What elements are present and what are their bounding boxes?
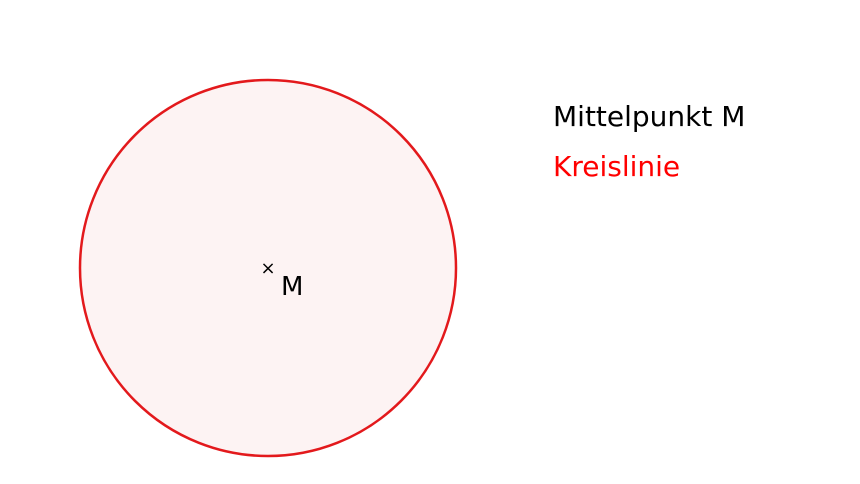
center-point-marker: ×: [260, 258, 275, 279]
circle-line: [78, 78, 458, 458]
center-point-label: M: [281, 272, 303, 302]
legend-center-point: Mittelpunkt M: [553, 100, 746, 133]
legend-circle-line: Kreislinie: [553, 150, 681, 183]
